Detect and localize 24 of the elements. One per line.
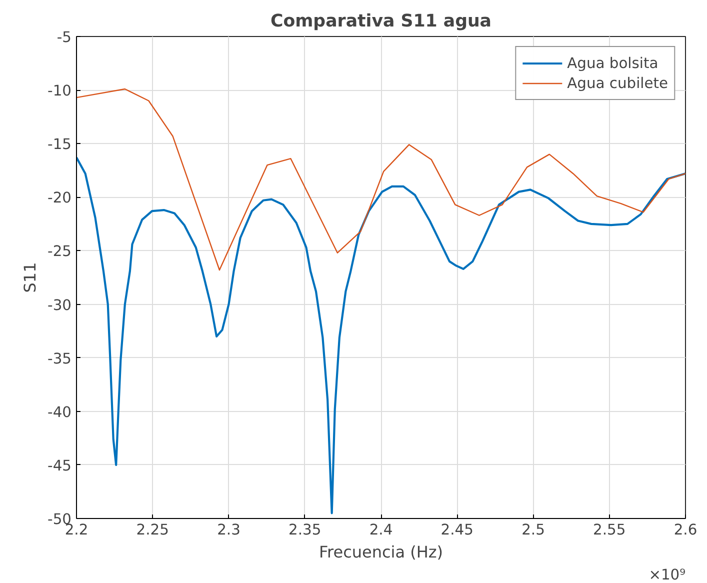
x-tick-label: 2.35: [288, 522, 322, 538]
y-tick-label: -10: [48, 82, 72, 100]
line-series: [76, 156, 686, 514]
x-tick-label: 2.3: [217, 522, 240, 538]
x-tick-label: 2.5: [522, 522, 545, 538]
x-tick-label: 2.6: [674, 522, 698, 538]
x-axis-title: Frecuencia (Hz): [318, 542, 444, 562]
x-tick-label: 2.45: [440, 522, 474, 538]
y-tick-label: -20: [48, 190, 72, 207]
legend-label: Agua cubilete: [567, 74, 668, 92]
legend-label: Agua bolsita: [567, 54, 658, 72]
y-axis-title: S11: [20, 262, 40, 293]
y-tick-label: -25: [48, 243, 72, 260]
x-tick-label: 2.4: [369, 522, 393, 538]
y-tick-label: -15: [48, 136, 72, 154]
y-tick-label: -40: [48, 404, 72, 421]
x-tick-label: 2.55: [593, 522, 626, 538]
y-tick-label: -45: [48, 457, 72, 474]
chart-title: Comparativa S11 agua: [270, 12, 492, 32]
y-tick-label: -30: [48, 296, 72, 314]
text: ×10⁹: [648, 566, 686, 583]
y-tick-label: -5: [56, 29, 72, 46]
y-tick-label: -35: [48, 350, 72, 368]
x-tick-label: 2.25: [136, 522, 169, 538]
